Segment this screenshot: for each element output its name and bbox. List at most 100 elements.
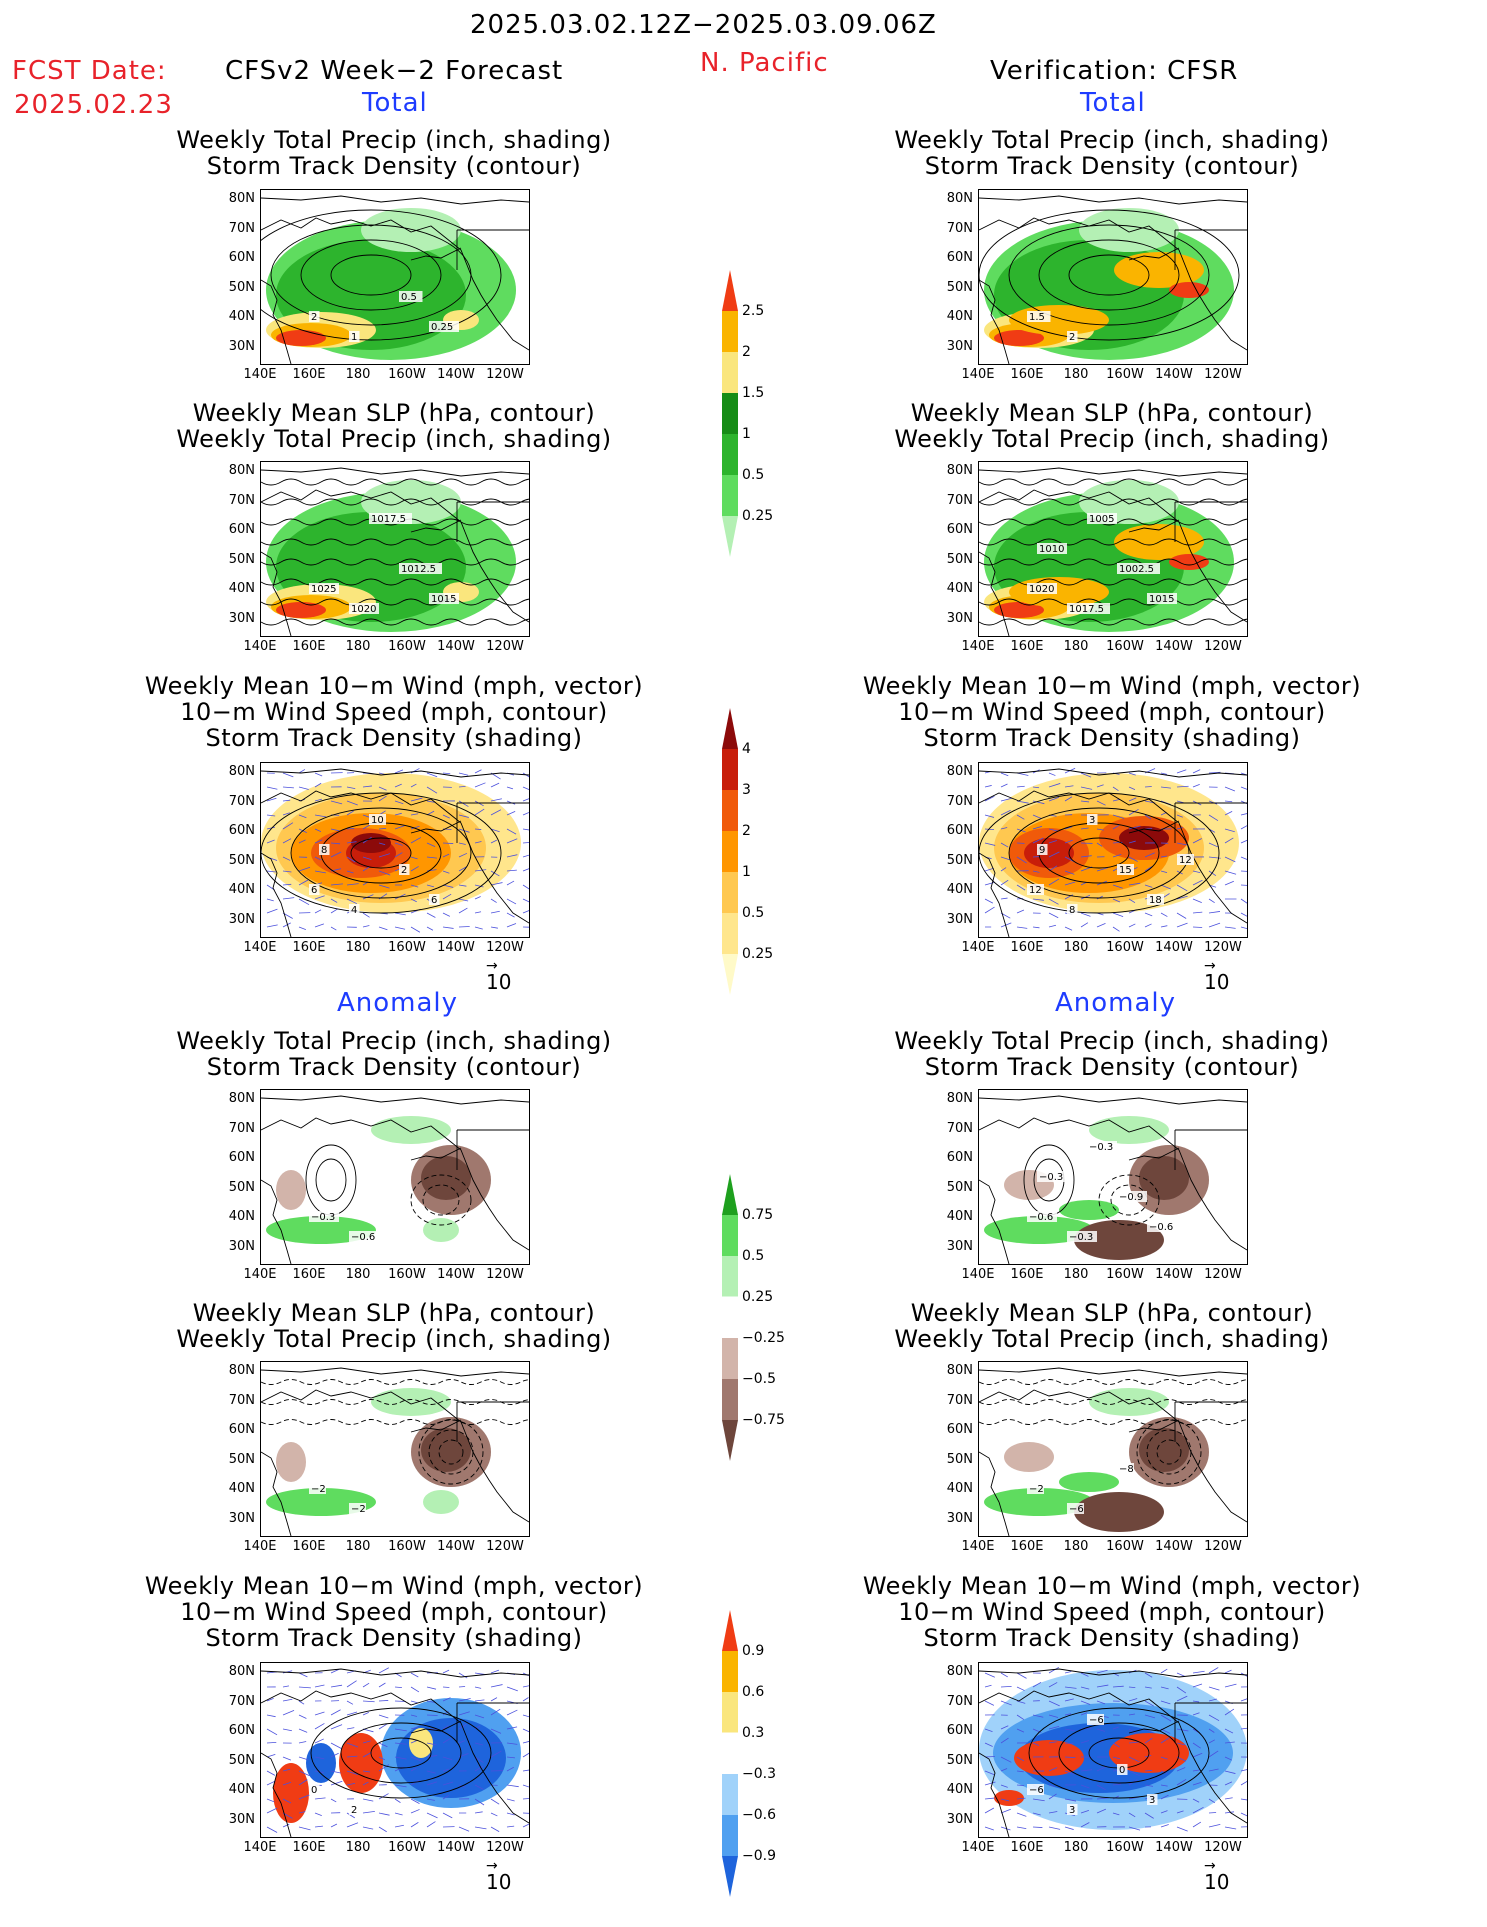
colorbar-segment	[722, 1651, 738, 1692]
lat-tick-label: 80N	[933, 1363, 973, 1378]
wind-vector	[427, 1813, 438, 1818]
contour-label: 2	[1069, 332, 1075, 343]
wind-vector	[363, 1799, 373, 1801]
lat-tick-label: 50N	[933, 853, 973, 868]
wind-vector	[1049, 913, 1058, 918]
wind-vector	[1113, 927, 1120, 931]
wind-vector	[475, 1827, 486, 1829]
panel-title-line: Storm Track Density (contour)	[110, 1054, 678, 1081]
lat-tick-label: 40N	[933, 1782, 973, 1797]
colorbar-segment	[722, 393, 738, 434]
wind-vector	[283, 787, 294, 788]
wind-vector	[1129, 924, 1135, 927]
wind-vector	[411, 1687, 419, 1692]
lat-tick-label: 70N	[933, 1121, 973, 1136]
lat-tick-label: 40N	[933, 882, 973, 897]
wind-vector	[283, 1757, 291, 1760]
contour-label: 6	[431, 895, 437, 906]
lat-tick-label: 40N	[933, 309, 973, 324]
panel-title-line: 10−m Wind Speed (mph, contour)	[828, 1599, 1396, 1626]
wind-vector	[379, 1715, 388, 1718]
contour-label: 1015	[431, 594, 456, 605]
wind-vector	[1225, 1827, 1236, 1829]
wind-vector	[1065, 1672, 1071, 1673]
lon-tick-label: 140W	[431, 1267, 481, 1282]
lat-tick-label: 70N	[933, 794, 973, 809]
wind-vector	[411, 1701, 418, 1703]
wind-vector	[1161, 1825, 1169, 1827]
lat-tick-label: 50N	[215, 1753, 255, 1768]
wind-vector	[267, 1799, 274, 1802]
lon-tick-label: 160E	[1002, 639, 1052, 654]
colorbar-tick-label: 1	[742, 864, 751, 880]
wind-vector	[379, 1668, 389, 1673]
colorbar-tick-label: 1	[742, 426, 751, 442]
wind-vector	[411, 1673, 418, 1677]
wind-vector	[1177, 770, 1186, 773]
wind-vector	[1177, 1673, 1185, 1677]
map-canvas: −2−2	[261, 1362, 529, 1536]
wind-vector	[985, 1701, 994, 1705]
shading-blob	[1139, 1428, 1189, 1472]
lon-tick-label: 120W	[480, 1539, 530, 1554]
wind-vector	[475, 783, 485, 787]
lat-tick-label: 60N	[933, 1723, 973, 1738]
coastline	[979, 196, 1247, 204]
wind-vector	[523, 1686, 529, 1687]
wind-vector	[363, 1811, 375, 1813]
colorbar-tick-label: 0.25	[742, 1289, 773, 1305]
wind-vector	[475, 1700, 484, 1701]
wind-vector	[443, 1670, 449, 1673]
lat-tick-label: 60N	[933, 1150, 973, 1165]
coastline	[979, 1368, 1247, 1376]
wind-vector	[379, 927, 387, 930]
wind-vector	[1177, 1827, 1188, 1831]
lat-tick-label: 60N	[215, 250, 255, 265]
shading-blob	[1169, 282, 1209, 298]
colorbar-tick-label: 1.5	[742, 385, 764, 401]
panel-title-line: Weekly Total Precip (inch, shading)	[110, 1028, 678, 1055]
lat-tick-label: 40N	[215, 1782, 255, 1797]
wind-vector	[1241, 787, 1247, 791]
wind-vector	[347, 1712, 357, 1715]
map-panel: −2−2	[260, 1361, 530, 1537]
wind-vector	[491, 1670, 499, 1673]
wind-vector	[379, 1683, 385, 1687]
colorbar-segment	[722, 1215, 738, 1256]
lat-tick-label: 30N	[215, 611, 255, 626]
colorbar-segment	[722, 434, 738, 475]
lat-tick-label: 40N	[933, 1481, 973, 1496]
lat-tick-label: 30N	[933, 339, 973, 354]
wind-vector	[523, 1729, 529, 1732]
wind-vector	[475, 927, 483, 929]
map-canvas: 02	[261, 1663, 529, 1837]
lon-tick-label: 140E	[953, 1840, 1003, 1855]
lon-tick-label: 160W	[382, 639, 432, 654]
wind-vector	[395, 1687, 402, 1688]
wind-vector	[985, 1756, 995, 1757]
contour-label: 1005	[1089, 514, 1114, 525]
wind-vector	[1209, 911, 1220, 913]
shading-blob	[421, 1156, 471, 1200]
wind-vector	[443, 1687, 449, 1688]
wind-vector	[1225, 787, 1235, 791]
colorbar-segment	[722, 1174, 738, 1215]
wind-vector	[1017, 786, 1025, 787]
map-canvas: −0.6−0.3−0.9−0.6−0.3−0.3	[979, 1090, 1247, 1264]
wind-vector	[363, 925, 369, 927]
contour-label: 8	[1069, 905, 1075, 916]
wind-vector	[523, 1741, 529, 1743]
wind-vector	[507, 1826, 514, 1827]
wind-vector	[347, 1681, 357, 1687]
shading-blob	[423, 1490, 459, 1514]
wind-vector	[427, 1687, 436, 1689]
contour-line	[261, 1420, 529, 1425]
contour-label: 4	[351, 905, 357, 916]
wind-vector	[1145, 924, 1152, 927]
lat-tick-label: 30N	[933, 1239, 973, 1254]
map-canvas: −2−6−8	[979, 1362, 1247, 1536]
panel-title-line: Weekly Total Precip (inch, shading)	[828, 127, 1396, 154]
wind-vector	[1145, 786, 1152, 787]
